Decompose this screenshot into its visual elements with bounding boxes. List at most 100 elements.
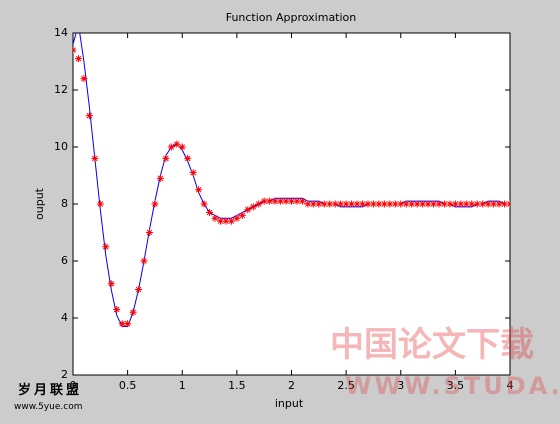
x-tick-label: 2 [288, 379, 295, 392]
target-marker [304, 200, 312, 208]
target-marker [266, 197, 274, 205]
target-marker [113, 305, 121, 313]
target-marker [206, 209, 214, 217]
y-tick-label: 8 [61, 197, 68, 210]
target-marker [249, 203, 257, 211]
y-tick-label: 12 [54, 83, 68, 96]
target-marker [156, 174, 164, 182]
target-marker [293, 197, 301, 205]
target-marker [288, 197, 295, 205]
target-marker [501, 200, 509, 208]
target-marker [85, 112, 93, 120]
target-marker [162, 154, 170, 162]
x-tick-label: 4 [507, 379, 514, 392]
watermark-title: 中国论文下载 [330, 325, 534, 365]
target-marker [309, 200, 317, 208]
target-marker [495, 200, 503, 208]
target-marker [102, 243, 110, 251]
target-marker [419, 200, 427, 208]
y-tick-label: 4 [61, 311, 68, 324]
target-marker [446, 200, 454, 208]
target-marker [440, 200, 448, 208]
target-marker [298, 197, 306, 205]
x-tick-label: 3 [397, 379, 404, 392]
target-marker [255, 200, 263, 208]
target-marker [96, 200, 104, 208]
target-marker [200, 200, 208, 208]
chart-title: Function Approximation [226, 11, 357, 24]
target-marker [195, 186, 203, 194]
target-marker [227, 217, 235, 225]
data-layer [73, 33, 510, 328]
target-marker [348, 200, 356, 208]
target-marker [189, 169, 197, 177]
target-marker [222, 217, 230, 225]
target-marker [173, 140, 181, 148]
watermark-url: WWW.STUDA. [345, 372, 560, 400]
target-marker [282, 197, 290, 205]
x-tick-label: 1.5 [228, 379, 246, 392]
y-tick-label: 6 [61, 254, 68, 267]
x-tick-label: 0.5 [119, 379, 137, 392]
watermark-left-title: 岁月联盟 [18, 382, 82, 398]
y-tick-label: 10 [54, 140, 68, 153]
target-marker [353, 200, 361, 208]
target-marker [91, 154, 99, 162]
target-marker [129, 308, 137, 316]
target-marker [424, 200, 432, 208]
watermark-left-url: www.5yue.com [14, 402, 83, 412]
target-marker [451, 200, 459, 208]
target-marker [468, 200, 476, 208]
target-marker [391, 200, 399, 208]
target-marker [408, 200, 416, 208]
target-marker [216, 217, 224, 225]
target-marker [244, 206, 252, 214]
target-marker [178, 143, 186, 151]
target-marker [211, 214, 219, 222]
ticks: 0 0.5 1 1.5 2 2.5 3 3.5 4 2 4 6 8 10 12 14 [54, 26, 514, 392]
target-marker [271, 197, 279, 205]
target-marker [238, 211, 246, 219]
y-axis-label: ouput [33, 187, 46, 220]
target-marker [135, 286, 143, 293]
y-tick-label: 2 [61, 368, 68, 381]
target-marker [386, 200, 394, 208]
target-marker [397, 200, 405, 208]
target-marker [479, 200, 487, 208]
target-marker [184, 154, 192, 162]
target-marker [118, 320, 126, 328]
target-marker [435, 200, 443, 208]
target-marker [233, 214, 241, 222]
target-marker [462, 200, 470, 208]
target-marker [369, 200, 377, 208]
target-marker [337, 200, 345, 208]
target-marker [490, 200, 498, 208]
target-marker [151, 200, 159, 208]
target-marker [380, 200, 388, 208]
target-marker [315, 200, 323, 208]
y-tick-label: 14 [54, 26, 68, 39]
x-tick-label: 3.5 [447, 379, 465, 392]
target-marker [145, 229, 153, 236]
target-marker [342, 200, 350, 208]
x-tick-label: 0 [70, 379, 77, 392]
target-marker [364, 200, 372, 208]
target-marker [80, 75, 88, 83]
target-marker [473, 200, 481, 208]
target-marker [413, 200, 421, 208]
target-marker [326, 200, 334, 208]
target-marker [359, 200, 367, 208]
target-marker [74, 55, 82, 63]
target-marker [260, 197, 268, 205]
target-marker [430, 200, 438, 208]
target-marker [140, 257, 148, 265]
target-marker [320, 200, 328, 208]
target-marker [375, 200, 383, 208]
target-marker [277, 197, 285, 205]
target-marker [107, 280, 115, 288]
target-marker [402, 200, 410, 208]
target-marker [124, 320, 132, 328]
target-marker [457, 200, 465, 208]
